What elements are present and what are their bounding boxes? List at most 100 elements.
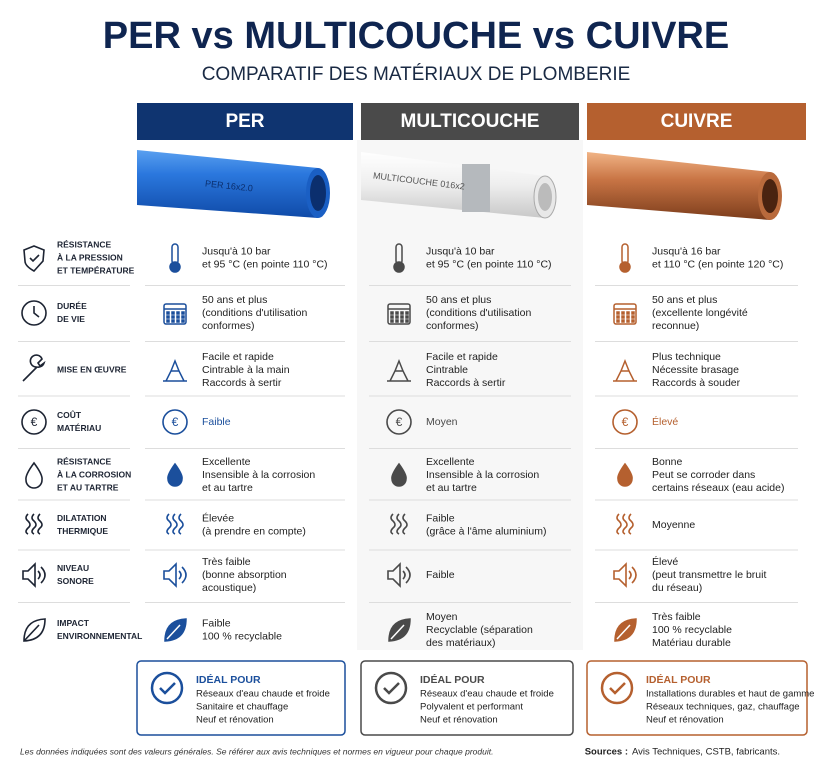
icon-part — [163, 358, 187, 382]
cell-text: (peut transmettre le bruit — [652, 569, 766, 581]
icon-part — [391, 462, 407, 487]
cell-text: 50 ans et plus — [652, 294, 717, 306]
cell-text: (à prendre en compte) — [202, 525, 306, 537]
icon-part — [171, 243, 179, 265]
icon: € — [21, 409, 47, 435]
row-label: DE VIE — [57, 314, 85, 324]
column-bg — [357, 140, 583, 650]
icon-part — [621, 315, 625, 319]
icon-part — [390, 311, 394, 315]
icon-part — [631, 311, 635, 315]
icon-part — [612, 409, 638, 435]
icon — [23, 245, 45, 273]
cell-text: et 95 °C (en pointe 110 °C) — [202, 258, 328, 270]
cell-text: Faible — [426, 569, 455, 581]
icon — [25, 513, 43, 535]
cell-text: Faible — [426, 512, 455, 524]
cell-text: Raccords à sertir — [202, 377, 282, 389]
cell-text: Jusqu'à 16 bar — [652, 245, 721, 257]
ideal-line: Réseaux techniques, gaz, chauffage — [646, 702, 800, 713]
icon-part — [22, 562, 46, 588]
cell-text: Cintrable à la main — [202, 364, 290, 376]
icon-part — [171, 311, 175, 315]
cell-text: et au tartre — [426, 482, 477, 494]
cell-icon — [164, 618, 187, 642]
icon-part: € — [622, 415, 629, 429]
cell-text: Insensible à la corrosion — [202, 469, 315, 481]
check-circle — [150, 671, 184, 705]
icon-part — [621, 243, 629, 265]
icon-part — [21, 300, 47, 326]
cell-icon — [617, 462, 633, 487]
cell-text: Moyen — [426, 416, 458, 428]
check-mark — [159, 682, 176, 695]
icon-part — [169, 261, 181, 273]
icon — [21, 300, 47, 326]
cell-text: Très faible — [652, 611, 701, 623]
icon-part — [31, 513, 37, 535]
icon-part — [37, 513, 43, 535]
icon — [22, 354, 46, 382]
cell-icon — [387, 303, 411, 325]
icon-part — [167, 462, 183, 487]
icon-part — [21, 409, 47, 435]
cell-text: Élevé — [652, 555, 678, 568]
icon-part: € — [396, 415, 403, 429]
ideal-heading: IDÉAL POUR — [420, 673, 485, 686]
icon-part — [29, 254, 40, 263]
icon-part — [622, 513, 628, 535]
title: PER vs MULTICOUCHE vs CUIVRE — [103, 15, 729, 57]
icon-part — [387, 303, 411, 325]
icon-part — [626, 319, 630, 323]
icon-part — [387, 562, 411, 588]
cell-text: conformes) — [202, 320, 255, 332]
icon-part — [163, 303, 187, 325]
icon-part — [402, 513, 408, 535]
icon-part — [616, 624, 631, 640]
cell-text: certains réseaux (eau acide) — [652, 482, 785, 494]
icon: € — [386, 409, 412, 435]
sources: Avis Techniques, CSTB, fabricants. — [632, 747, 780, 758]
check-circle — [600, 671, 634, 705]
icon-part — [613, 358, 637, 382]
cell-text: Peut se corroder dans — [652, 469, 755, 481]
cell-text: (grâce à l'âme aluminium) — [426, 525, 546, 537]
icon-part — [23, 618, 46, 642]
cell-text: Très faible — [202, 556, 251, 568]
icon: € — [612, 409, 638, 435]
icon: € — [162, 409, 188, 435]
icon — [166, 513, 184, 535]
column-header-text: PER — [225, 111, 264, 132]
icon-part — [172, 513, 178, 535]
cell-icon — [163, 303, 187, 325]
check-mark — [609, 682, 626, 695]
row-label: NIVEAU — [57, 563, 89, 573]
row-label: THERMIQUE — [57, 526, 108, 536]
icon — [387, 562, 411, 588]
icon-part — [23, 245, 45, 273]
icon-part — [387, 358, 411, 382]
cell-text: et 95 °C (en pointe 110 °C) — [426, 258, 552, 270]
row-label: RÉSISTANCE — [57, 456, 111, 466]
icon-part — [166, 624, 181, 640]
icon — [613, 562, 637, 588]
icon-part — [171, 319, 175, 323]
icon-part — [405, 315, 409, 319]
icon-part — [626, 315, 630, 319]
cell-icon — [393, 243, 405, 273]
icon-part — [616, 319, 620, 323]
row-label: COÛT — [57, 409, 82, 420]
cell-text: Élevée — [202, 511, 234, 524]
footnote: Les données indiquées sont des valeurs g… — [20, 746, 493, 756]
icon-part — [621, 319, 625, 323]
icon-part — [405, 319, 409, 323]
cell-text: Raccords à sertir — [426, 377, 506, 389]
icon-part — [166, 513, 172, 535]
row-label: MATÉRIAU — [57, 423, 101, 433]
cell-icon — [619, 243, 631, 273]
icon-part — [405, 311, 409, 315]
ideal-box — [360, 660, 574, 736]
cell-icon — [163, 358, 187, 382]
cell-text: Jusqu'à 10 bar — [202, 245, 271, 257]
cell-text: Moyenne — [652, 519, 695, 531]
